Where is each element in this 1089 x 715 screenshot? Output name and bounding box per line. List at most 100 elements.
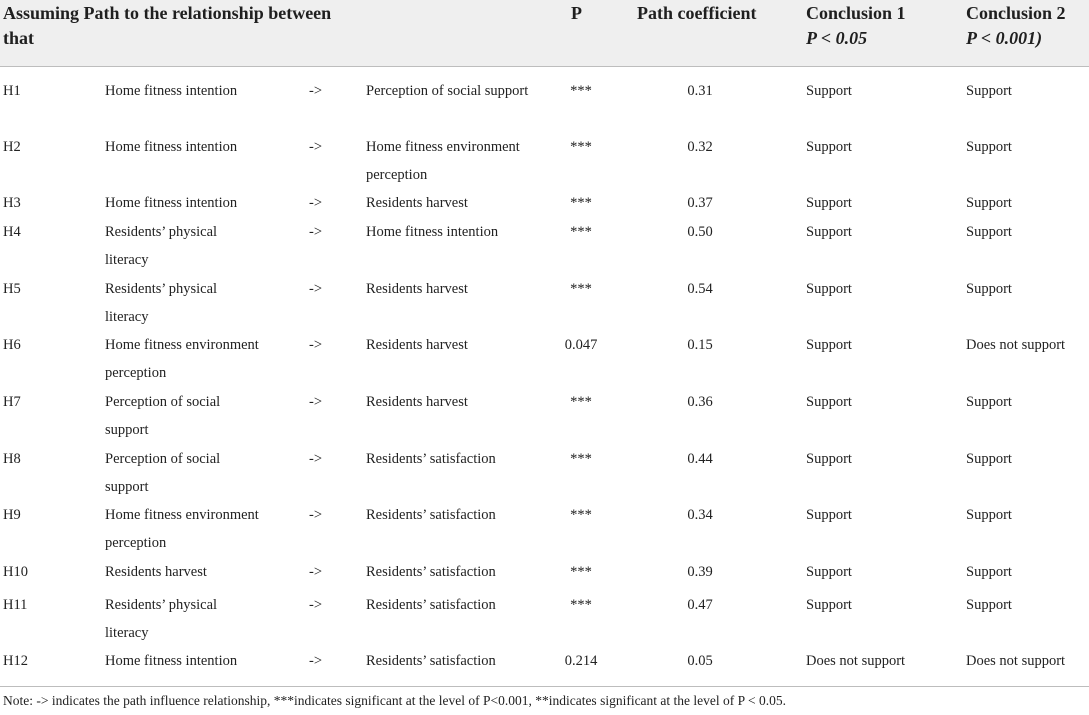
row-arrow: -> [309, 394, 323, 410]
row-conclusion-1: Support [806, 597, 852, 613]
row-conclusion-1: Support [806, 394, 852, 410]
row-conclusion-2: Does not support [966, 653, 1066, 669]
header-conclusion-1: Conclusion 1 P < 0.05 [806, 1, 906, 51]
row-coefficient: 0.15 [687, 337, 713, 353]
row-conclusion-1: Support [806, 224, 852, 240]
row-p: 0.047 [564, 337, 598, 353]
row-coefficient: 0.47 [687, 597, 713, 613]
row-from: Home fitness intention [105, 653, 238, 669]
row-id: H7 [3, 394, 21, 410]
row-from: Home fitness intention [105, 83, 238, 99]
row-to: Residents harvest [366, 281, 468, 297]
row-id: H12 [3, 653, 28, 669]
row-coefficient: 0.34 [687, 507, 713, 523]
row-id: H2 [3, 139, 21, 155]
header-conclusion-1-title: Conclusion 1 [806, 3, 906, 23]
row-id: H3 [3, 195, 21, 211]
row-conclusion-2: Support [966, 83, 1012, 99]
header-assuming-path-line2: that [3, 28, 34, 48]
row-coefficient: 0.32 [687, 139, 713, 155]
row-arrow: -> [309, 564, 323, 580]
row-p: *** [570, 281, 592, 297]
header-assuming-path: Assuming Path to the relationship betwee… [3, 1, 383, 51]
row-conclusion-1: Support [806, 195, 852, 211]
row-coefficient: 0.05 [687, 653, 713, 669]
table-header: Assuming Path to the relationship betwee… [0, 0, 1089, 66]
header-conclusion-2-title: Conclusion 2 [966, 3, 1066, 23]
row-coefficient: 0.54 [687, 281, 713, 297]
row-conclusion-2: Support [966, 394, 1012, 410]
row-id: H1 [3, 83, 21, 99]
row-conclusion-2: Does not support [966, 337, 1066, 353]
row-arrow: -> [309, 507, 323, 523]
header-conclusion-2: Conclusion 2 P < 0.001) [966, 1, 1066, 51]
row-coefficient: 0.50 [687, 224, 713, 240]
row-arrow: -> [309, 451, 323, 467]
row-p: 0.214 [564, 653, 598, 669]
row-conclusion-2: Support [966, 139, 1012, 155]
row-coefficient: 0.36 [687, 394, 713, 410]
row-from: Perception of social support [105, 394, 221, 438]
row-to: Residents harvest [366, 337, 468, 353]
row-conclusion-1: Support [806, 507, 852, 523]
row-from: Home fitness intention [105, 139, 238, 155]
row-arrow: -> [309, 139, 323, 155]
row-p: *** [570, 195, 592, 211]
row-conclusion-2: Support [966, 451, 1012, 467]
row-id: H8 [3, 451, 21, 467]
row-from: Home fitness environment perception [105, 507, 259, 551]
row-coefficient: 0.44 [687, 451, 713, 467]
row-from: Residents’ physical literacy [105, 597, 218, 641]
row-arrow: -> [309, 597, 323, 613]
row-id: H10 [3, 564, 28, 580]
row-conclusion-2: Support [966, 597, 1012, 613]
row-arrow: -> [309, 195, 323, 211]
row-id: H4 [3, 224, 21, 240]
row-conclusion-2: Support [966, 195, 1012, 211]
row-conclusion-1: Support [806, 451, 852, 467]
row-from: Residents’ physical literacy [105, 224, 218, 268]
footer-divider [0, 686, 1089, 687]
row-conclusion-1: Support [806, 281, 852, 297]
row-id: H5 [3, 281, 21, 297]
row-to: Residents’ satisfaction [366, 451, 496, 467]
row-arrow: -> [309, 653, 323, 669]
row-conclusion-1: Support [806, 83, 852, 99]
table-note: Note: -> indicates the path influence re… [3, 693, 787, 708]
row-from: Home fitness environment perception [105, 337, 259, 381]
row-to: Home fitness intention [366, 224, 499, 240]
row-from: Residents harvest [105, 564, 207, 580]
row-id: H6 [3, 337, 21, 353]
row-conclusion-1: Support [806, 139, 852, 155]
row-p: *** [570, 139, 592, 155]
row-conclusion-2: Support [966, 281, 1012, 297]
row-arrow: -> [309, 337, 323, 353]
row-p: *** [570, 597, 592, 613]
row-from: Home fitness intention [105, 195, 238, 211]
row-to: Home fitness environment perception [366, 139, 520, 183]
row-to: Residents’ satisfaction [366, 653, 496, 669]
header-conclusion-2-sub: P < 0.001) [966, 28, 1043, 48]
row-coefficient: 0.37 [687, 195, 713, 211]
row-p: *** [570, 451, 592, 467]
header-path-coefficient: Path coefficient [637, 3, 757, 23]
row-to: Residents harvest [366, 195, 468, 211]
row-id: H9 [3, 507, 21, 523]
row-to: Perception of social support [366, 83, 529, 99]
header-p: P [571, 3, 582, 23]
row-conclusion-1: Support [806, 337, 852, 353]
row-to: Residents’ satisfaction [366, 597, 496, 613]
row-p: *** [570, 394, 592, 410]
header-assuming-path-line1: Assuming Path to the relationship betwee… [3, 3, 332, 23]
header-divider [0, 66, 1089, 67]
row-to: Residents’ satisfaction [366, 507, 496, 523]
row-p: *** [570, 224, 592, 240]
row-conclusion-2: Support [966, 507, 1012, 523]
row-p: *** [570, 507, 592, 523]
row-arrow: -> [309, 83, 323, 99]
row-conclusion-1: Support [806, 564, 852, 580]
row-arrow: -> [309, 224, 323, 240]
row-p: *** [570, 83, 592, 99]
row-from: Perception of social support [105, 451, 221, 495]
